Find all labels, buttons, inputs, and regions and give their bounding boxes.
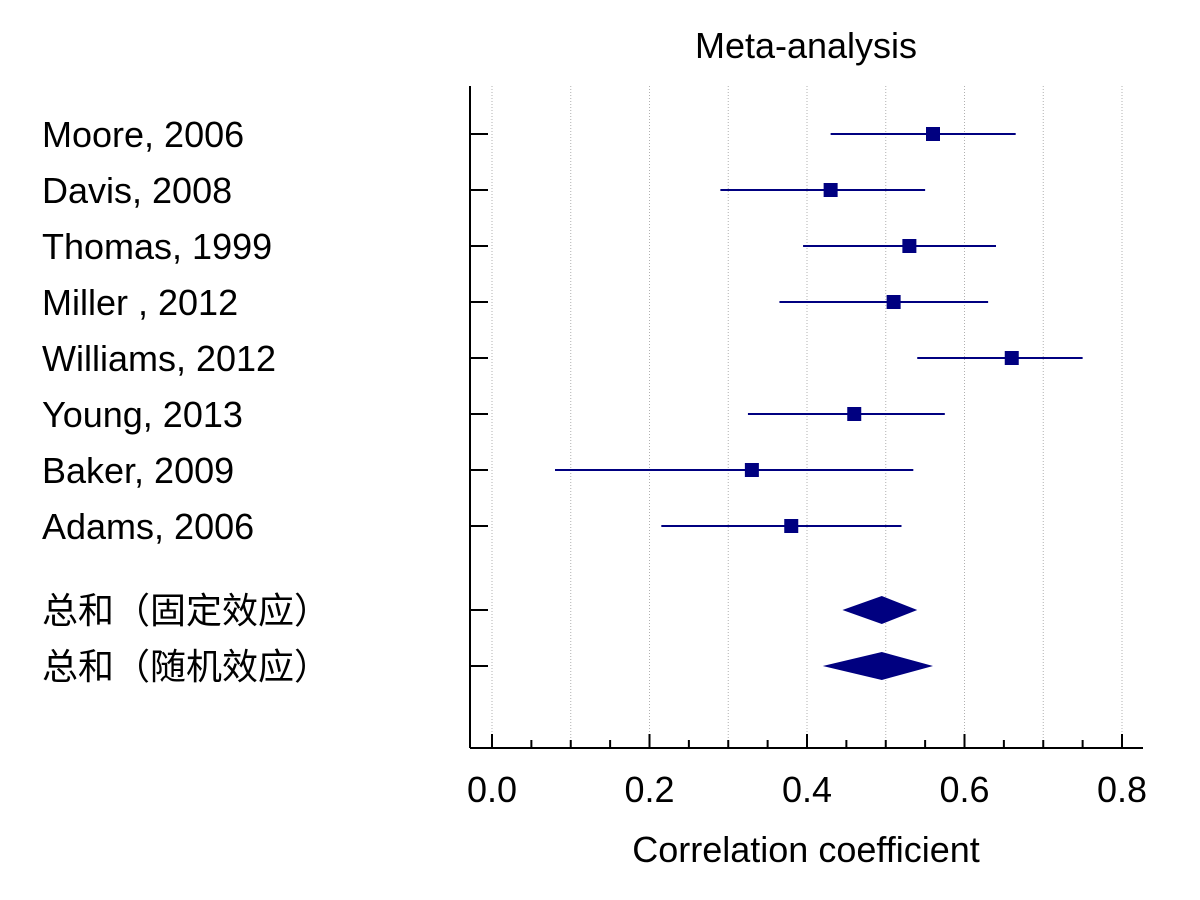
point-estimate — [744, 463, 759, 477]
row-labels: Moore, 2006 Davis, 2008 Thomas, 1999 Miller… — [42, 114, 330, 688]
grid-lines — [491, 86, 1123, 748]
point-estimate — [847, 407, 862, 421]
pooled-label: 总和（随机效应） — [42, 647, 330, 688]
study-label: Adams, 2006 — [42, 506, 254, 547]
point-estimate — [784, 519, 799, 533]
x-tick-label: 0.2 — [624, 769, 674, 810]
chart-title: Meta-analysis — [695, 25, 917, 66]
study-label: Williams, 2012 — [42, 338, 276, 379]
x-tick-label: 0.4 — [782, 769, 832, 810]
point-estimate — [1004, 351, 1019, 365]
study-label: Baker, 2009 — [42, 450, 234, 491]
point-estimate — [823, 183, 838, 197]
study-label: Young, 2013 — [42, 394, 243, 435]
x-tick-label: 0.0 — [467, 769, 517, 810]
study-label: Davis, 2008 — [42, 170, 232, 211]
x-tick-label: 0.8 — [1097, 769, 1147, 810]
study-label: Miller , 2012 — [42, 282, 238, 323]
plot-marks — [555, 127, 1083, 680]
x-axis-label: Correlation coefficient — [632, 829, 980, 870]
study-label: Moore, 2006 — [42, 114, 244, 155]
study-label: Thomas, 1999 — [42, 226, 272, 267]
point-estimate — [902, 239, 917, 253]
x-tick-label: 0.6 — [939, 769, 989, 810]
pooled-label: 总和（固定效应） — [42, 591, 330, 632]
axes: 0.0 0.2 0.4 0.6 0.8 — [467, 86, 1147, 810]
point-estimate — [926, 127, 940, 141]
pooled-estimate-diamond — [822, 652, 933, 680]
pooled-estimate-diamond — [842, 596, 918, 624]
point-estimate — [886, 295, 901, 309]
